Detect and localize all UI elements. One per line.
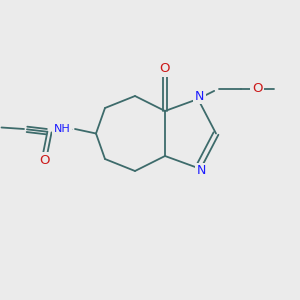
Text: O: O bbox=[160, 62, 170, 76]
Text: O: O bbox=[252, 82, 262, 95]
Text: N: N bbox=[195, 89, 204, 103]
Text: NH: NH bbox=[54, 124, 70, 134]
Text: N: N bbox=[197, 164, 206, 178]
Text: O: O bbox=[40, 154, 50, 167]
